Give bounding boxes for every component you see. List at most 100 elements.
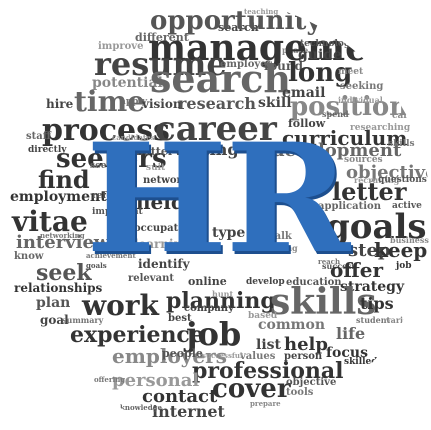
cloud-word: employer — [220, 59, 272, 70]
cloud-word: learning — [134, 237, 191, 251]
cloud-word: found — [264, 59, 304, 73]
cloud-word: active — [392, 201, 422, 211]
cloud-word: long — [288, 58, 353, 88]
cloud-word: know — [14, 251, 44, 262]
cloud-word: knowledge — [120, 403, 162, 412]
cloud-word: curriculum — [282, 126, 408, 150]
cloud-word: questions — [378, 175, 427, 185]
cloud-word: individual — [338, 95, 383, 105]
cloud-word: list — [256, 337, 281, 353]
cloud-word: success — [322, 261, 357, 271]
cloud-word: hire — [46, 97, 74, 111]
cloud-word: variety — [386, 315, 417, 325]
cloud-word: phase — [282, 45, 309, 55]
cloud-word: vision — [142, 97, 182, 111]
cloud-word: help — [284, 334, 328, 355]
cloud-word: goals — [326, 207, 427, 247]
cloud-word: online — [188, 275, 227, 288]
cloud-word: experience — [70, 322, 204, 348]
cloud-word: type — [212, 225, 246, 241]
cloud-word: better — [136, 145, 174, 158]
cloud-word: networking — [40, 231, 85, 240]
cloud-word: students — [322, 21, 366, 31]
cloud-word: skilled — [344, 357, 378, 367]
cloud-word: company — [184, 303, 234, 314]
cloud-word: employers — [112, 344, 227, 368]
cloud-word: occupation — [134, 223, 196, 234]
cloud-word: guide — [298, 47, 342, 63]
cloud-word: interview — [16, 232, 110, 253]
cloud-word: writing — [174, 140, 239, 159]
cloud-word: offer — [330, 258, 384, 282]
cloud-word: process — [42, 113, 170, 148]
cloud-word: opportunity — [150, 6, 322, 36]
cloud-word: technology — [300, 39, 356, 49]
cloud-word: tips — [360, 294, 394, 313]
cloud-word: cover — [212, 374, 291, 404]
cloud-word: timing — [268, 243, 298, 253]
cloud-word: vitae — [12, 205, 88, 238]
cloud-word: follow — [288, 117, 326, 130]
cloud-word: researching — [350, 123, 411, 133]
cloud-word: directly — [28, 145, 67, 155]
cloud-word: teaching — [244, 7, 279, 16]
cloud-word: best — [168, 313, 192, 324]
cloud-word: seekers — [56, 144, 167, 174]
cloud-word: relevant — [128, 273, 174, 284]
cloud-word: research — [178, 94, 256, 113]
cloud-word: network — [143, 175, 189, 186]
cloud-word: student — [356, 315, 391, 325]
cloud-word: meet — [338, 67, 364, 77]
cloud-word: email — [282, 85, 326, 101]
cloud-word: job — [396, 261, 412, 271]
cloud-word: management — [148, 27, 411, 69]
cloud-word: search — [218, 21, 259, 34]
cloud-word: different — [135, 31, 189, 44]
cloud-word: potential — [92, 75, 163, 91]
cloud-word: prepare — [250, 399, 281, 408]
cloud-word: seek — [90, 161, 113, 171]
cloud-word: personal — [112, 370, 200, 391]
cloud-word: goal — [40, 313, 69, 327]
cloud-word: develop — [246, 277, 285, 287]
cloud-word: successful — [202, 351, 243, 360]
cloud-word: references — [92, 191, 146, 201]
cloud-word: objective — [286, 377, 337, 388]
cloud-word: job — [186, 315, 242, 353]
cloud-word: contact — [142, 386, 218, 407]
cloud-word: life — [336, 324, 366, 343]
cloud-word: choice — [262, 197, 299, 208]
cloud-word: skills — [270, 281, 377, 323]
cloud-word: search — [150, 56, 291, 101]
cloud-word: hunt — [212, 289, 234, 299]
cloud-word: sources — [344, 155, 383, 165]
cloud-word: achievement — [86, 251, 136, 260]
cloud-word: goals — [86, 261, 107, 270]
cloud-word: seeking — [340, 81, 384, 92]
cloud-word: work — [82, 289, 159, 322]
cloud-word: professional — [192, 358, 344, 384]
cloud-word: application — [318, 201, 381, 212]
cloud-word: employment — [10, 189, 107, 205]
cloud-word: values — [240, 351, 276, 362]
cloud-word: spend — [322, 109, 349, 119]
cloud-word: strategy — [340, 279, 405, 295]
cloud-word: summary — [62, 315, 104, 325]
cloud-word: seek — [36, 260, 92, 286]
cloud-word: find — [38, 165, 90, 194]
cloud-word: position — [290, 92, 409, 122]
cloud-word: important — [92, 207, 143, 217]
cloud-word: planning — [166, 288, 276, 314]
hr-center-word: HR — [85, 111, 350, 287]
cloud-word: reach — [318, 257, 341, 266]
cloud-word: keep — [374, 238, 428, 262]
cloud-word: development — [272, 140, 402, 161]
cloud-word: talk — [270, 231, 292, 242]
cloud-word: field — [136, 190, 185, 214]
cloud-word: tools — [286, 387, 314, 398]
cloud-word: identify — [138, 257, 190, 271]
cloud-word: skill — [258, 95, 292, 111]
cloud-word: improve — [98, 41, 144, 52]
cloud-word: using — [240, 145, 271, 156]
